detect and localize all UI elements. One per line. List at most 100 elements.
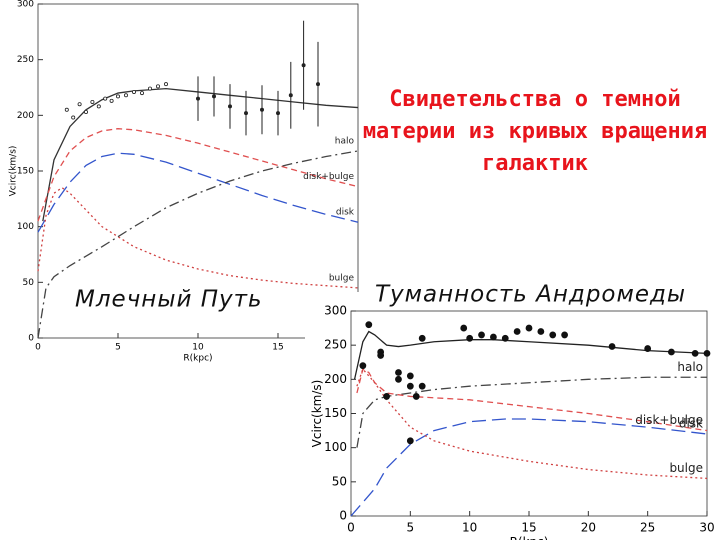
chart-caption: Млечный Путь [75,287,263,313]
data-point [131,89,136,94]
data-point [103,96,108,101]
data-point [406,372,414,380]
data-point [243,111,248,116]
data-point [259,107,264,112]
curve [356,368,708,432]
curve-label: bulge [329,273,355,283]
x-tick-label: 20 [581,521,596,535]
data-point [525,324,533,332]
data-point [489,333,497,341]
x-axis-label: R(kpc) [510,535,549,540]
x-tick-label: 10 [462,521,477,535]
data-point [90,99,95,104]
curve-label: disk [679,417,703,431]
data-point [365,321,373,329]
data-point [703,349,711,357]
x-tick-label: 10 [192,343,204,353]
data-point [668,348,675,356]
data-point [513,328,521,335]
x-tick-label: 25 [640,521,655,535]
data-point [406,437,414,445]
data-point [395,369,402,376]
x-tick-label: 30 [699,521,714,535]
data-point [418,334,426,342]
chart-caption: Туманность Андромеды [375,282,686,308]
chart: 051015202530050100150200250300R(kpc)Vcir… [305,292,720,540]
data-point [383,393,391,400]
data-point [155,84,160,89]
data-point [418,382,426,390]
data-point [64,107,69,112]
data-point [124,93,129,98]
curve-label: bulge [669,461,703,475]
curve [37,150,359,339]
y-tick-label: 150 [17,167,34,177]
data-point [109,98,114,103]
data-point [501,334,509,342]
data-point [139,91,144,96]
data-point [195,96,200,101]
curve [353,330,708,380]
curve-label: halo [677,360,703,374]
x-tick-label: 15 [521,521,536,535]
x-tick-label: 15 [272,343,283,353]
data-point [395,375,402,383]
y-tick-label: 100 [17,222,34,232]
data-point [406,382,414,390]
data-point [211,94,216,99]
data-point [163,82,168,87]
data-point [96,104,101,109]
data-point [377,352,385,359]
data-point [359,362,367,370]
data-point [227,104,232,109]
data-point [315,82,320,87]
data-point [460,324,468,332]
data-point [644,345,652,352]
curve [37,128,359,222]
data-point [301,63,306,68]
data-point [412,393,420,400]
curve-label: halo [335,136,355,146]
x-tick-label: 0 [347,521,355,535]
y-tick-label: 200 [17,111,34,121]
curve [356,376,707,448]
curve-label: disk+bulge [635,413,703,427]
curve-label: disk+bulge [303,172,354,182]
data-point [466,334,474,342]
chart: 0 5 10 15050100150200250300R(kpc)Vcirc(km/s… [0,0,370,363]
x-axis-label: R(kpc) [183,353,212,363]
y-tick-label: 250 [17,55,34,65]
data-point [537,328,545,335]
curve-label: disk [336,208,355,218]
x-tick-label: 0 [35,343,41,353]
curve [37,152,359,233]
data-point [147,86,152,91]
data-point [71,115,76,120]
data-point [691,349,699,357]
y-axis-label: Vcirc(km/s) [8,146,18,197]
x-tick-label: 5 [115,343,121,353]
y-tick-label: 150 [324,406,347,420]
slide-title: Свидетельства о темной материи из кривых… [362,87,708,176]
y-tick-label: 200 [324,372,347,386]
y-tick-label: 300 [17,0,34,10]
data-point [116,94,121,99]
data-point [275,111,280,116]
y-tick-label: 300 [324,304,347,318]
y-axis-label: Vcirc(km/s) [310,380,324,448]
y-tick-label: 100 [324,440,347,454]
y-tick-label: 0 [28,334,34,344]
y-tick-label: 50 [332,474,347,488]
data-point [608,343,616,350]
data-point [84,109,89,114]
data-point [77,102,82,107]
data-point [478,331,485,339]
curve [356,367,708,480]
curve [350,418,708,517]
y-tick-label: 50 [23,278,35,288]
data-point [549,331,557,339]
data-point [288,93,293,98]
x-tick-label: 5 [407,521,415,535]
